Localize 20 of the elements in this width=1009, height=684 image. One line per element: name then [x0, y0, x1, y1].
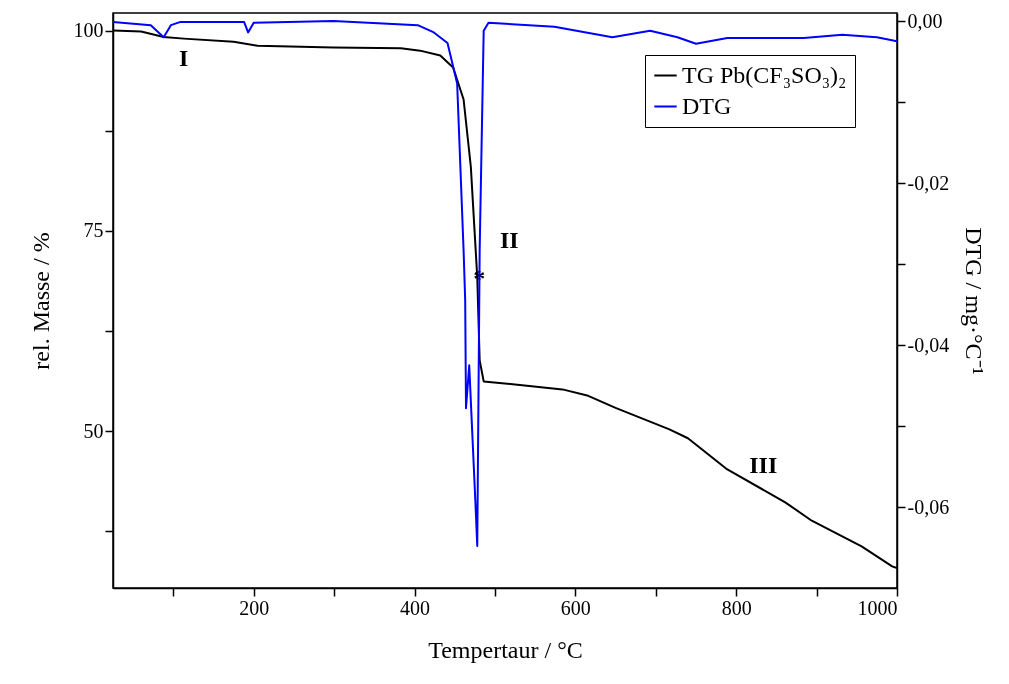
annotation: I [179, 44, 189, 71]
y2-tick-label: 0,00 [907, 9, 943, 32]
x-tick-label: 200 [239, 596, 270, 619]
y-tick-label: 100 [73, 19, 104, 42]
y2-tick-label: -0,06 [907, 495, 950, 518]
y-axis-title: rel. Masse / % [27, 232, 54, 370]
y-tick-label: 50 [83, 419, 104, 442]
y2-tick-label: -0,02 [907, 171, 950, 194]
x-tick-label: 400 [400, 596, 431, 619]
legend-label: TG Pb(CF₃SO₃)₂ [682, 61, 847, 88]
x-tick-label: 800 [721, 596, 752, 619]
y2-tick-label: -0,04 [907, 333, 950, 356]
x-axis-title: Tempertaur / °C [428, 636, 583, 663]
x-tick-label: 600 [560, 596, 591, 619]
x-tick-label: 1000 [857, 596, 898, 619]
annotation: II [499, 227, 519, 254]
annotation: III [749, 452, 778, 479]
y2-axis-title: DTG / mg·°C⁻¹ [961, 227, 988, 375]
y-tick-label: 75 [83, 219, 104, 242]
legend-label: DTG [682, 92, 732, 119]
